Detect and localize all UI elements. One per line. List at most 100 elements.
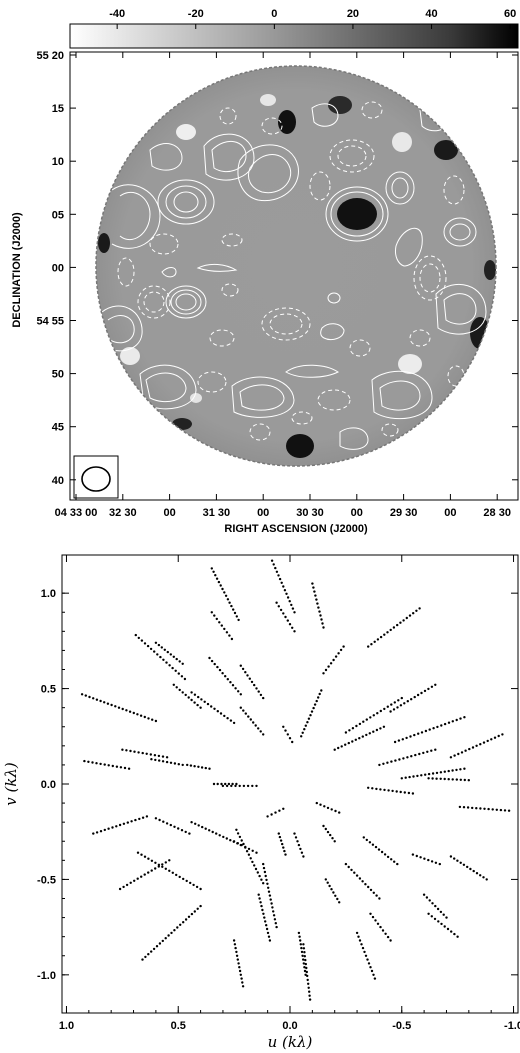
uv-point [291,607,295,610]
uv-point [288,737,292,740]
uv-point [253,683,256,687]
uv-point [314,594,317,597]
uv-point [236,832,240,835]
uv-point [281,842,284,846]
uv-point [239,693,242,696]
uv-point [463,778,466,782]
uv-point [147,857,150,860]
uv-point [143,642,147,645]
uv-point [434,683,437,686]
uv-point [306,978,309,982]
uv-point [373,640,376,643]
uv-point [402,619,405,622]
uv-point [155,945,159,948]
uv-y-tick-label: -1.0 [37,970,56,982]
uv-point [157,863,161,866]
uv-point [305,966,308,970]
uv-point [216,782,219,786]
uv-point [169,761,173,764]
uv-point [383,633,386,636]
uv-point [445,916,448,919]
uv-point [226,717,229,720]
uv-point [507,809,511,812]
uv-point [443,925,446,928]
uv-point [414,753,417,757]
uv-point [453,857,456,860]
uv-point [238,969,242,973]
uv-point [229,681,232,684]
uv-point [129,749,132,753]
source-blob [286,434,314,458]
uv-point [389,939,392,942]
uv-point [402,757,405,760]
uv-point [193,701,196,704]
uv-point [133,879,136,882]
uv-point [199,887,202,891]
uv-point [447,778,450,781]
map-x-tick-label: 00 [444,507,456,519]
uv-point [451,720,454,723]
uv-point [204,827,207,830]
uv-point [396,706,399,709]
uv-point [232,721,236,725]
uv-point [305,970,308,974]
uv-point [219,712,223,715]
uv-point [173,929,176,932]
uv-y-tick-label: -0.5 [37,874,56,886]
uv-point [262,912,265,915]
uv-point [439,910,443,914]
colorbar-tick-label: 20 [347,8,359,20]
uv-point [376,712,379,715]
uv-point [361,880,364,883]
map-y-tick-label: 55 20 [36,50,64,62]
uv-point [458,805,462,809]
uv-point [363,950,366,954]
uv-point [375,894,378,897]
uv-point [422,893,426,896]
uv-point [254,724,257,727]
uv-point [400,777,403,780]
uv-point [222,835,225,839]
uv-point [427,777,430,780]
uv-point [315,598,318,601]
uv-point [99,699,102,703]
uv-point [221,587,224,591]
uv-point [164,867,167,870]
uv-point [399,621,402,624]
uv-point [369,716,372,719]
uv-x-tick-label: 0.5 [171,1020,186,1032]
uv-point [158,759,161,762]
uv-point [92,832,95,835]
uv-point [258,874,261,878]
uv-point [332,891,335,894]
uv-point [199,706,202,709]
uv-point [230,637,234,641]
uv-point [279,839,283,842]
uv-point [223,591,226,594]
uv-point [302,855,305,858]
uv-point [147,871,150,874]
uv-point [260,878,263,881]
uv-point [275,601,278,604]
uv-point [372,891,375,894]
uv-point [360,943,363,946]
uv-point [312,586,315,589]
uv-point [351,740,354,743]
uv-point [139,714,143,717]
uv-point [277,605,280,608]
uv-point [224,782,227,786]
uv-point [189,881,192,885]
uv-point [293,832,296,835]
uv-point [183,677,187,681]
uv-point [168,664,171,667]
uv-point [299,939,302,942]
uv-point [140,853,143,856]
uv-point [302,943,305,946]
uv-point [353,871,356,874]
uv-point [288,600,291,603]
uv-point [419,856,422,859]
uv-point [244,671,247,674]
uv-point [471,806,474,810]
uv-point [239,706,242,709]
uv-point [233,611,237,615]
